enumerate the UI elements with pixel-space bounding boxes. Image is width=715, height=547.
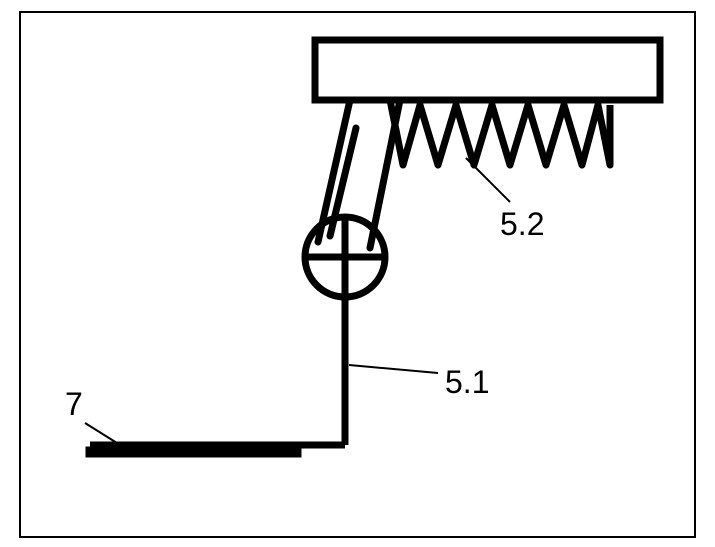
frame [20, 12, 695, 537]
leader-l52 [466, 158, 510, 202]
spring [390, 100, 610, 165]
label-l51: 5.1 [445, 364, 489, 400]
label-l7: 7 [65, 386, 83, 422]
plate [86, 447, 301, 457]
top-bar [315, 40, 660, 100]
leader-l51 [349, 365, 438, 373]
label-l52: 5.2 [500, 206, 544, 242]
